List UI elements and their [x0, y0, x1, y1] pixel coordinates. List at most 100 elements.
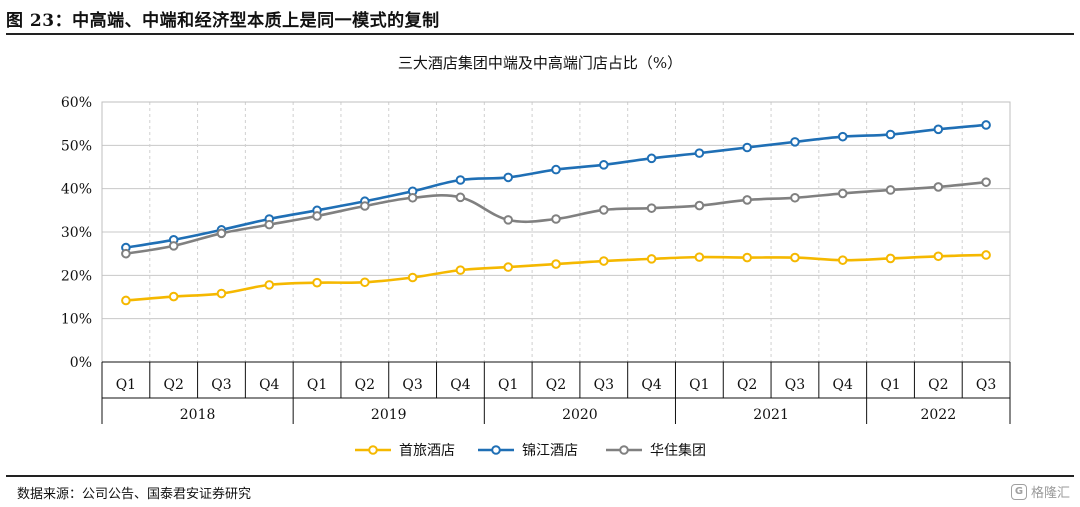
data-point: [551, 164, 561, 175]
data-point: [694, 200, 705, 211]
data-point: [503, 215, 514, 225]
data-point: [264, 219, 275, 230]
y-tick-label: 0%: [70, 355, 92, 371]
data-point: [168, 241, 179, 251]
data-point: [837, 255, 848, 265]
top-rule: [6, 33, 1074, 35]
g-logo-icon: G: [1010, 483, 1027, 500]
data-point: [407, 192, 418, 203]
x-tick-label: Q3: [402, 377, 422, 393]
data-point: [646, 203, 657, 213]
x-tick-label: Q1: [307, 377, 327, 393]
data-point: [646, 254, 657, 264]
x-tick-label: Q1: [689, 377, 709, 393]
figure-title: 图 23：中高端、中端和经济型本质上是同一模式的复制: [6, 11, 440, 31]
data-point: [121, 295, 131, 306]
data-point: [360, 277, 370, 288]
data-point: [981, 177, 991, 187]
x-tick-label: Q4: [259, 377, 279, 393]
data-point: [168, 291, 179, 302]
data-point: [742, 195, 752, 205]
data-point: [790, 192, 800, 203]
x-year-label: 2019: [371, 407, 407, 423]
data-point: [694, 252, 705, 262]
data-point: [598, 256, 609, 266]
data-point: [455, 192, 466, 203]
x-year-label: 2020: [562, 407, 598, 423]
y-axis: 0% 10% 20% 30% 40% 50% 60%: [61, 95, 92, 371]
data-point: [312, 277, 322, 288]
data-point: [551, 214, 561, 224]
x-year-label: 2021: [753, 407, 789, 423]
y-tick-label: 40%: [61, 182, 92, 198]
gridlines: [101, 101, 1011, 363]
legend-marker: [368, 445, 378, 455]
x-tick-label: Q4: [833, 377, 853, 393]
data-point: [933, 251, 944, 262]
x-tick-label: Q4: [641, 377, 661, 393]
data-point: [837, 188, 848, 199]
legend-label: 首旅酒店: [399, 443, 455, 459]
data-point: [407, 272, 418, 283]
data-point: [360, 201, 370, 211]
series-line: [125, 123, 987, 249]
data-point: [694, 148, 705, 158]
data-point: [551, 259, 561, 269]
data-point: [933, 124, 944, 135]
x-year-label: 2022: [920, 407, 956, 423]
data-point: [885, 253, 896, 264]
data-point: [455, 265, 466, 275]
data-point: [455, 175, 466, 185]
chart-title: 三大酒店集团中端及中高端门店占比（%）: [398, 54, 682, 72]
x-tick-label: Q2: [546, 377, 566, 393]
data-point: [312, 211, 322, 221]
series-lines: [121, 120, 991, 306]
data-point: [121, 248, 131, 259]
legend-item: 锦江酒店: [478, 442, 578, 459]
data-point: [790, 252, 800, 263]
x-tick-label: Q1: [498, 377, 518, 393]
data-point: [216, 228, 227, 239]
bottom-rule: [6, 475, 1074, 477]
x-tick-label: Q3: [594, 377, 614, 393]
x-tick-label: Q3: [211, 377, 231, 393]
data-point: [885, 185, 896, 195]
x-tick-label: Q1: [880, 377, 900, 393]
y-tick-label: 10%: [61, 312, 92, 328]
legend-label: 锦江酒店: [522, 442, 578, 459]
legend-marker: [619, 445, 629, 455]
data-point: [742, 252, 752, 263]
source-note: 数据来源：公司公告、国泰君安证券研究: [17, 487, 252, 502]
legend-marker: [491, 445, 501, 455]
data-point: [981, 120, 991, 130]
data-point: [742, 142, 752, 153]
y-tick-label: 60%: [61, 95, 92, 111]
data-point: [598, 160, 609, 170]
x-tick-label: Q2: [355, 377, 375, 393]
data-point: [503, 262, 514, 272]
legend-item: 首旅酒店: [355, 443, 455, 459]
legend: 首旅酒店 锦江酒店 华住集团: [355, 442, 706, 459]
data-point: [981, 250, 991, 260]
x-tick-label: Q4: [450, 377, 470, 393]
x-tick-label: Q2: [928, 377, 948, 393]
data-point: [837, 131, 848, 142]
watermark: G 格隆汇: [1010, 482, 1070, 501]
data-point: [264, 280, 275, 290]
y-tick-label: 50%: [61, 138, 92, 154]
x-axis: Q1 Q2 Q3 Q4 Q1 Q2 Q3 Q4 Q1 Q2 Q3 Q4 Q1 Q2 Q3 Q4 Q1 Q2 Q3 20…: [101, 361, 1011, 424]
data-point: [933, 182, 944, 192]
x-tick-label: Q3: [976, 377, 996, 393]
line-chart: 三大酒店集团中端及中高端门店占比（%） 0% 10% 20% 30% 40% 50% 60%…: [61, 54, 1011, 459]
data-point: [790, 137, 800, 147]
x-tick-label: Q2: [163, 377, 183, 393]
x-tick-label: Q2: [737, 377, 757, 393]
x-tick-label: Q1: [116, 377, 136, 393]
data-point: [598, 205, 609, 215]
legend-item: 华住集团: [606, 442, 706, 459]
data-point: [503, 172, 514, 183]
y-tick-label: 20%: [61, 268, 92, 284]
x-year-label: 2018: [180, 407, 216, 423]
legend-label: 华住集团: [650, 442, 706, 459]
data-point: [885, 129, 896, 140]
